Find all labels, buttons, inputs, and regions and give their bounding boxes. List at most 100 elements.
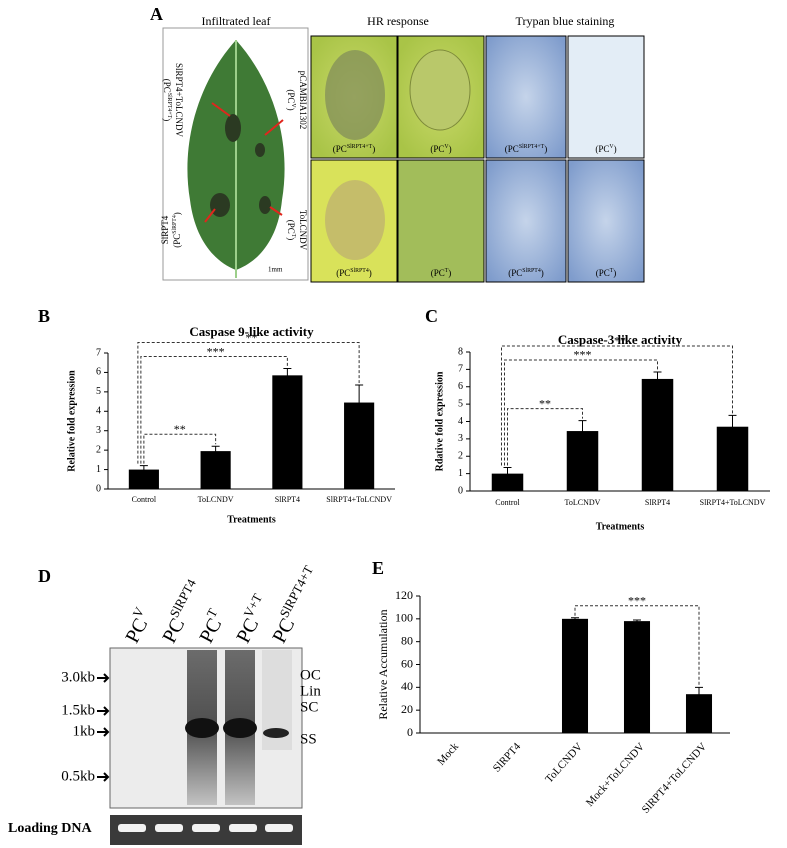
bar [491, 473, 524, 491]
error-bar [283, 368, 292, 383]
leaf-label-code-base: (PC [286, 220, 296, 234]
image-label: (PCSlRPT4+T) [333, 144, 375, 154]
leaf-label-code: (PCSlRPT4+T) [162, 79, 172, 121]
x-tick-label: Mock+ToLCNDV [584, 741, 647, 809]
x-tick-label: Control [495, 498, 520, 507]
y-tick-label: 120 [395, 588, 413, 602]
panel-a-images [162, 27, 645, 283]
lane-label: PCSlRPT4+T [265, 563, 326, 647]
y-tick-label: 7 [458, 364, 463, 375]
y-tick-label: 5 [96, 386, 101, 397]
image-label: (PCV) [430, 144, 451, 154]
leaf-label: SlRPT4 (PCSlRPT4) [160, 212, 182, 248]
leaf-label-code: (PCT) [286, 220, 296, 241]
panel-label: E [372, 558, 384, 578]
lane-label: PCV [118, 604, 157, 646]
x-tick-label: Mock [435, 740, 461, 767]
significance-label: *** [207, 344, 225, 358]
x-axis-label: Treatments [596, 521, 645, 532]
x-tick-label: ToLCNDV [543, 741, 585, 786]
panel-label: A [150, 4, 163, 24]
panel-label: B [38, 306, 50, 326]
y-tick-label: 40 [401, 679, 413, 693]
marker-label: 1kb [73, 723, 96, 739]
bar [623, 621, 651, 733]
image-label-base: (PC [336, 268, 350, 278]
x-tick-label: Control [132, 495, 157, 504]
x-tick-label: SlRPT4+ToLCNDV [700, 498, 766, 507]
leaf-label-code-sup: T [290, 234, 296, 238]
error-bar [633, 619, 641, 623]
scale-label: 1mm [268, 266, 283, 274]
leaf-label-code-sup: SlRPT4 [172, 215, 178, 234]
leaf-label: SlRPT4+ToLCNDV(PCSlRPT4+T) [162, 63, 184, 137]
lane-label-base: PC [195, 615, 226, 647]
marker-arrow [97, 727, 110, 737]
leaf-label-code-post: ) [172, 212, 182, 215]
y-tick-label: 0 [407, 725, 413, 739]
y-tick-label: 3 [96, 425, 101, 436]
image-label-post: ) [614, 144, 617, 154]
y-tick-label: 80 [401, 633, 413, 647]
form-label: OC [300, 667, 321, 683]
image-label-post: ) [544, 144, 547, 154]
x-tick-label: SlRPT4 [491, 740, 524, 774]
marker-arrow [97, 772, 110, 782]
image-label-post: ) [541, 268, 544, 278]
image-label-sup: SlRPT4+T [519, 144, 545, 150]
y-tick-label: 6 [96, 367, 101, 378]
image-label: (PCSlRPT4) [508, 268, 544, 278]
leaf-label-code-post: ) [286, 108, 296, 111]
image-label-base: (PC [596, 268, 610, 278]
form-label: SS [300, 731, 317, 747]
y-tick-label: 6 [458, 381, 463, 392]
significance-label: *** [574, 348, 592, 362]
image-label-post: ) [448, 268, 451, 278]
image-label-base: (PC [595, 144, 609, 154]
y-tick-label: 20 [401, 702, 413, 716]
y-tick-label: 4 [458, 416, 463, 427]
error-bar [571, 617, 579, 621]
error-bar [695, 686, 703, 702]
form-label: Lin [300, 683, 321, 699]
leaf-label-code: (PCV) [286, 89, 296, 110]
leaf-label-code-post: ) [286, 237, 296, 240]
leaf-label-code-post: ) [162, 118, 172, 121]
leaf-label-code: (PCSlRPT4) [172, 212, 182, 248]
image-label: (PCV) [595, 144, 616, 154]
significance-bracket [504, 359, 658, 466]
lane-label: PCT [192, 606, 230, 647]
y-tick-label: 4 [96, 406, 101, 417]
marker-arrow [97, 673, 110, 683]
image-label-base: (PC [505, 144, 519, 154]
image-label-base: (PC [430, 144, 444, 154]
image-label-sup: SlRPT4 [522, 268, 541, 274]
image-label-post: ) [372, 144, 375, 154]
significance-bracket [507, 408, 583, 466]
image-title: Trypan blue staining [516, 14, 615, 28]
x-tick-label: SlRPT4 [645, 498, 670, 507]
loading-label: Loading DNA [8, 821, 93, 836]
y-tick-label: 60 [401, 656, 413, 670]
y-axis-label: Relative Accumulation [376, 609, 390, 719]
y-tick-label: 1 [96, 464, 101, 475]
significance-label: ** [246, 330, 258, 344]
image-label-sup: T [610, 268, 614, 274]
y-tick-label: 100 [395, 611, 413, 625]
bar [561, 618, 589, 733]
leaf-label-name: ToLCNDV [298, 210, 308, 251]
x-tick-label: SlRPT4 [275, 495, 300, 504]
marker-label: 3.0kb [61, 669, 95, 685]
lane-label-sup: SlRPT4+T [276, 563, 316, 620]
significance-label: ** [174, 422, 186, 436]
leaf-label-name: SlRPT4+ToLCNDV [174, 63, 184, 137]
image-label-sup: V [609, 144, 614, 150]
leaf-label-code-base: (PC [172, 234, 182, 248]
x-tick-label: SlRPT4+ToLCNDV [326, 495, 392, 504]
image-label-post: ) [613, 268, 616, 278]
significance-bracket [137, 342, 360, 464]
image-label-post: ) [449, 144, 452, 154]
image-title: Infiltrated leaf [202, 14, 271, 28]
y-tick-label: 3 [458, 433, 463, 444]
